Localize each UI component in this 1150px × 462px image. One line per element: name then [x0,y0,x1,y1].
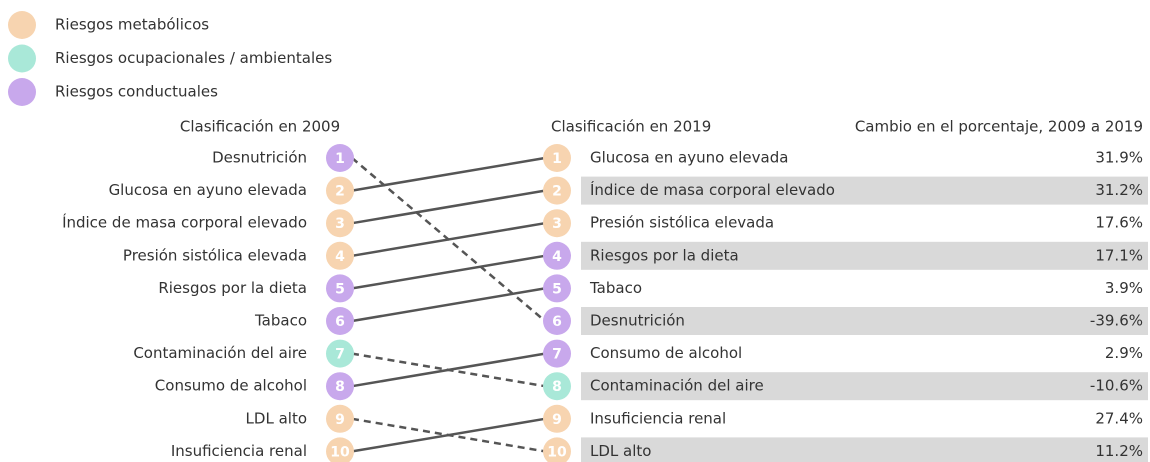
row-band [581,372,1148,401]
connector [351,156,546,192]
right-label: Consumo de alcohol [590,344,742,362]
rank-badge [543,241,571,270]
left-label: Desnutrición [212,149,307,167]
rank-badge [543,437,571,462]
legend-swatch [8,78,36,106]
rank-badge [543,339,571,368]
legend-label: Riesgos metabólicos [55,16,209,34]
rank-number: 1 [552,151,562,167]
change-value: 11.2% [1095,442,1143,460]
rank-badge [326,404,354,433]
right-label: Contaminación del aire [590,377,764,395]
legend-swatch [8,11,36,39]
change-value: 17.6% [1095,214,1143,232]
rank-number: 10 [330,444,350,460]
rank-badge [543,176,571,205]
rank-badge [543,307,571,335]
rank-number: 5 [335,281,345,297]
right-label: Presión sistólica elevada [590,214,774,232]
left-label: Índice de masa corporal elevado [62,213,307,232]
row-band [581,307,1148,335]
change-value: -10.6% [1090,377,1143,395]
left-label: Glucosa en ayuno elevada [109,181,307,199]
rank-number: 9 [552,412,562,428]
left-label: Riesgos por la dieta [158,279,307,297]
rank-number: 2 [335,184,345,200]
change-value: 27.4% [1095,409,1143,427]
right-label: Riesgos por la dieta [590,246,739,264]
change-value: 3.9% [1105,279,1143,297]
rank-badge [543,144,571,172]
right-label: LDL alto [590,442,651,460]
connector [351,352,546,388]
rank-badge [326,241,354,270]
rank-number: 2 [552,184,562,200]
rank-badge [326,176,354,205]
right-title: Clasificación en 2019 [551,118,711,136]
left-label: Insuficiencia renal [171,442,307,460]
row-band [581,437,1148,462]
connector [351,287,546,323]
rank-number: 7 [335,347,345,363]
left-label: Contaminación del aire [133,344,307,362]
rank-badge [543,209,571,238]
rank-number: 6 [335,314,345,330]
rank-badge [326,372,354,401]
change-value: 31.2% [1095,181,1143,199]
rank-number: 10 [547,444,567,460]
left-label: LDL alto [246,409,307,427]
rank-number: 1 [335,151,345,167]
legend-swatch [8,44,36,73]
rank-badge [326,274,354,303]
legend-label: Riesgos conductuales [55,83,218,101]
rank-number: 7 [552,347,562,363]
rank-badge [326,307,354,335]
rank-badge [543,274,571,303]
rank-number: 3 [335,216,345,232]
change-title: Cambio en el porcentaje, 2009 a 2019 [855,118,1143,136]
rank-badge [543,372,571,401]
change-value: -39.6% [1090,312,1143,330]
right-label: Glucosa en ayuno elevada [590,149,788,167]
right-label: Desnutrición [590,312,685,330]
left-label: Consumo de alcohol [155,377,307,395]
connector [351,221,546,258]
rank-number: 9 [335,412,345,428]
rank-number: 8 [335,379,345,395]
change-value: 17.1% [1095,246,1143,264]
rank-number: 4 [552,249,562,265]
rank-number: 4 [335,249,345,265]
rank-badge [326,437,354,462]
left-label: Presión sistólica elevada [123,246,307,264]
rank-number: 3 [552,216,562,232]
rank-number: 8 [552,379,562,395]
left-title: Clasificación en 2009 [180,118,340,136]
row-band [581,241,1148,270]
row-band [581,176,1148,205]
rank-badge [543,404,571,433]
rank-badge [326,209,354,238]
legend-label: Riesgos ocupacionales / ambientales [55,49,332,67]
connector [351,417,546,453]
right-label: Índice de masa corporal elevado [590,180,835,199]
right-label: Tabaco [589,279,642,297]
change-value: 31.9% [1095,149,1143,167]
rank-number: 5 [552,281,562,297]
connector [351,189,546,225]
connector [351,254,546,290]
right-label: Insuficiencia renal [590,409,726,427]
change-value: 2.9% [1105,344,1143,362]
left-label: Tabaco [254,312,307,330]
rank-badge [326,144,354,172]
rank-number: 6 [552,314,562,330]
rank-badge [326,339,354,368]
